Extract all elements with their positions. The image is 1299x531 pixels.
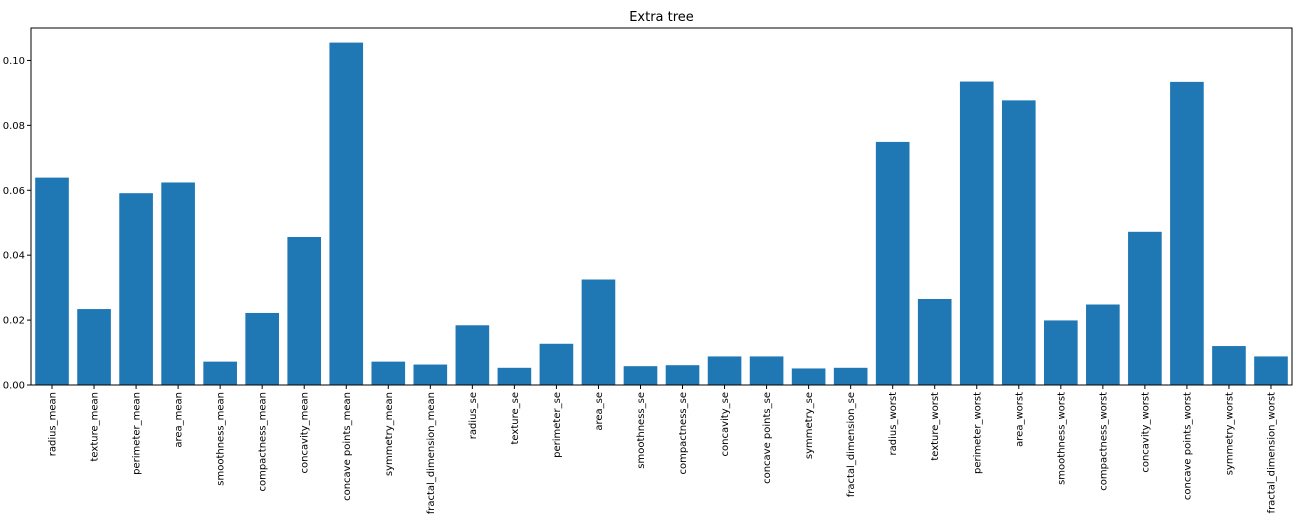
bar-texture_worst bbox=[917, 299, 952, 385]
bar-compactness_worst bbox=[1086, 304, 1120, 385]
x-tick-label: symmetry_mean bbox=[384, 392, 395, 476]
bar-symmetry_mean bbox=[371, 361, 406, 385]
x-tick-label: radius_mean bbox=[48, 392, 59, 456]
bar-texture_mean bbox=[77, 309, 111, 385]
x-tick-label: concavity_se bbox=[720, 392, 731, 456]
bar-fractal_dimension_mean bbox=[413, 364, 448, 385]
bar-smoothness_se bbox=[623, 366, 658, 385]
x-tick-label: compactness_mean bbox=[258, 392, 269, 492]
bar-concave-points_worst bbox=[1170, 81, 1204, 386]
bar-radius_se bbox=[455, 325, 490, 385]
x-tick-label: smoothness_mean bbox=[216, 392, 227, 486]
bar-radius_worst bbox=[875, 141, 910, 385]
y-tick-label: 0.04 bbox=[3, 251, 25, 262]
x-tick-label: texture_worst bbox=[930, 392, 941, 461]
x-tick-label: texture_mean bbox=[90, 392, 101, 461]
y-axis: 0.00 0.02 0.04 0.06 0.08 0.10 bbox=[3, 56, 31, 392]
x-tick-label: fractal_dimension_worst bbox=[1266, 392, 1277, 514]
bar-compactness_se bbox=[665, 365, 700, 385]
x-tick-label: perimeter_worst bbox=[972, 392, 983, 474]
bar-perimeter_se bbox=[539, 343, 574, 385]
x-tick-label: area_worst bbox=[1014, 392, 1025, 447]
bar-fractal_dimension_se bbox=[833, 367, 868, 385]
x-tick-label: concave points_se bbox=[762, 392, 773, 484]
bar-area_mean bbox=[161, 182, 195, 385]
x-tick-label: smoothness_se bbox=[636, 392, 647, 469]
bar-perimeter_mean bbox=[119, 193, 153, 385]
x-tick-label: symmetry_worst bbox=[1224, 392, 1235, 475]
y-tick-label: 0.10 bbox=[3, 56, 25, 67]
bars bbox=[35, 42, 1288, 386]
x-tick-label: perimeter_se bbox=[552, 392, 563, 458]
bar-area_se bbox=[581, 279, 616, 385]
x-tick-label: compactness_worst bbox=[1098, 392, 1109, 491]
bar-concave-points_mean bbox=[329, 42, 364, 385]
x-tick-label: concavity_mean bbox=[300, 392, 311, 473]
y-tick-label: 0.06 bbox=[3, 186, 25, 197]
x-tick-label: area_se bbox=[594, 392, 605, 431]
x-axis: radius_mean texture_mean perimeter_mean are… bbox=[48, 385, 1277, 514]
x-tick-label: smoothness_worst bbox=[1056, 392, 1067, 485]
bar-radius_mean bbox=[35, 177, 69, 385]
bar-area_worst bbox=[1001, 100, 1036, 386]
x-tick-label: concave points_mean bbox=[342, 392, 353, 501]
x-tick-label: concavity_worst bbox=[1140, 392, 1151, 473]
chart-title: Extra tree bbox=[629, 10, 694, 25]
bar-concavity_se bbox=[707, 356, 742, 385]
x-tick-label: fractal_dimension_se bbox=[846, 392, 857, 497]
x-tick-label: area_mean bbox=[174, 392, 185, 448]
x-tick-label: symmetry_se bbox=[804, 392, 815, 459]
bar-symmetry_worst bbox=[1212, 346, 1246, 385]
bar-fractal_dimension_worst bbox=[1254, 356, 1288, 385]
bar-symmetry_se bbox=[791, 368, 826, 385]
plot-frame bbox=[30, 27, 1293, 386]
bar-concavity_worst bbox=[1128, 231, 1162, 385]
bar-smoothness_mean bbox=[203, 361, 237, 385]
x-tick-label: compactness_se bbox=[678, 392, 689, 475]
x-tick-label: perimeter_mean bbox=[132, 392, 143, 475]
bar-smoothness_worst bbox=[1044, 320, 1078, 385]
x-tick-label: fractal_dimension_mean bbox=[426, 392, 437, 514]
bar-concave-points_se bbox=[749, 356, 784, 385]
y-tick-label: 0.00 bbox=[3, 381, 25, 392]
x-tick-label: radius_se bbox=[468, 392, 479, 439]
bar-concavity_mean bbox=[287, 237, 322, 385]
x-tick-label: concave points_worst bbox=[1182, 392, 1193, 500]
x-tick-label: texture_se bbox=[510, 392, 521, 444]
bar-perimeter_worst bbox=[959, 81, 994, 386]
y-tick-label: 0.08 bbox=[3, 121, 25, 132]
y-tick-label: 0.02 bbox=[3, 316, 25, 327]
bar-texture_se bbox=[497, 367, 532, 385]
x-tick-label: radius_worst bbox=[888, 392, 899, 456]
bar-compactness_mean bbox=[245, 312, 279, 385]
